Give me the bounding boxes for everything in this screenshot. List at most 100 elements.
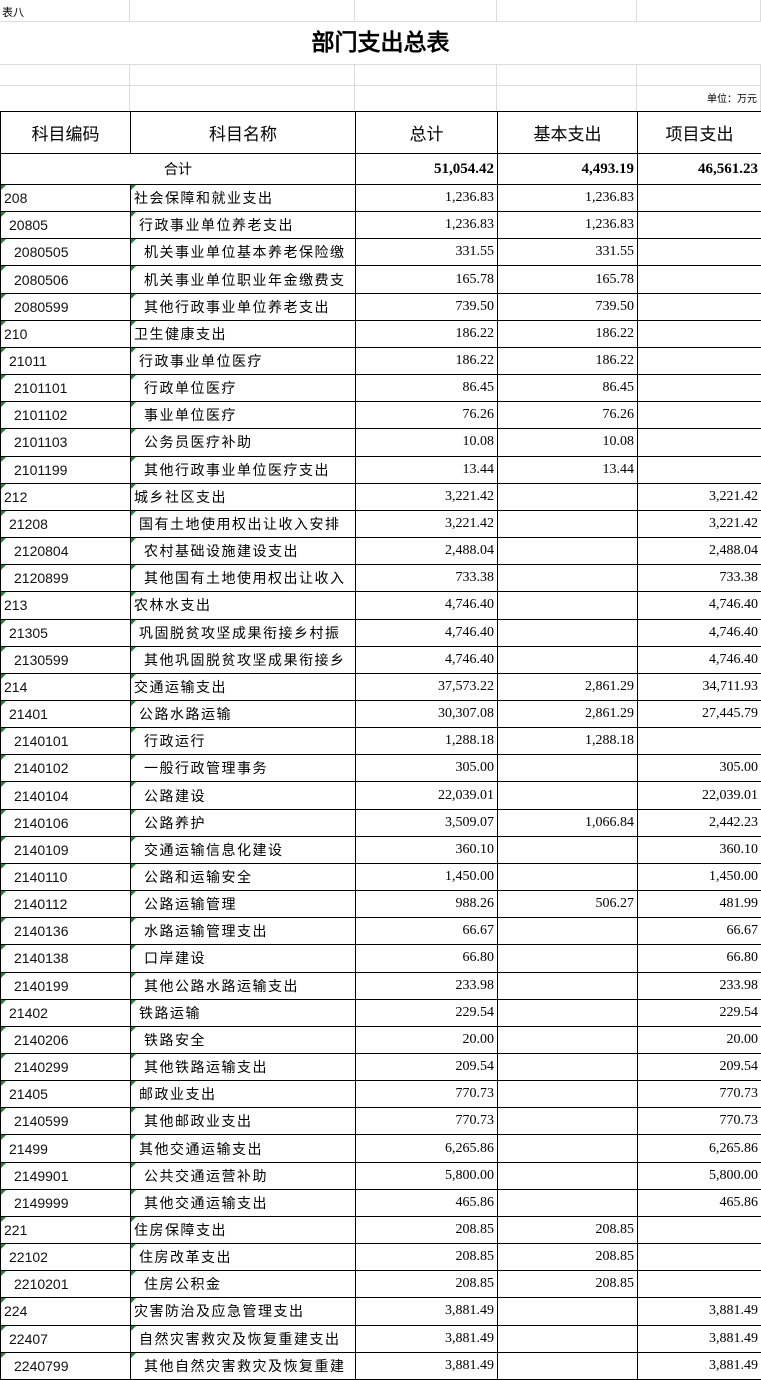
cell-basic[interactable]: 1,066.84 xyxy=(498,809,638,836)
cell-code[interactable]: 210 xyxy=(1,320,131,347)
cell-project[interactable]: 27,445.79 xyxy=(638,700,761,727)
cell-project[interactable] xyxy=(638,1271,761,1298)
cell-project[interactable]: 2,442.23 xyxy=(638,809,761,836)
cell-basic[interactable] xyxy=(498,1108,638,1135)
cell-name[interactable]: 邮政业支出 xyxy=(131,1081,356,1108)
cell-name[interactable]: 行政事业单位养老支出 xyxy=(131,212,356,239)
total-amount[interactable]: 51,054.42 xyxy=(356,154,498,185)
cell-project[interactable]: 733.38 xyxy=(638,565,761,592)
cell-code[interactable]: 2140106 xyxy=(1,809,131,836)
cell-basic[interactable]: 186.22 xyxy=(498,347,638,374)
cell-name[interactable]: 机关事业单位基本养老保险缴 xyxy=(131,239,356,266)
total-label[interactable]: 合计 xyxy=(1,154,356,185)
cell-basic[interactable]: 165.78 xyxy=(498,266,638,293)
cell-name[interactable]: 铁路安全 xyxy=(131,1026,356,1053)
cell-total[interactable]: 4,746.40 xyxy=(356,592,498,619)
cell-total[interactable]: 3,221.42 xyxy=(356,483,498,510)
cell-basic[interactable] xyxy=(498,945,638,972)
cell-basic[interactable] xyxy=(498,483,638,510)
cell-total[interactable]: 4,746.40 xyxy=(356,646,498,673)
cell-total[interactable]: 3,881.49 xyxy=(356,1352,498,1379)
cell-code[interactable]: 221 xyxy=(1,1216,131,1243)
cell-basic[interactable] xyxy=(498,592,638,619)
cell-code[interactable]: 2140136 xyxy=(1,918,131,945)
cell-project[interactable] xyxy=(638,429,761,456)
cell-project[interactable]: 4,746.40 xyxy=(638,592,761,619)
cell-code[interactable]: 2140110 xyxy=(1,863,131,890)
cell-basic[interactable] xyxy=(498,972,638,999)
cell-name[interactable]: 公路建设 xyxy=(131,782,356,809)
cell-project[interactable]: 5,800.00 xyxy=(638,1162,761,1189)
cell-code[interactable]: 21208 xyxy=(1,510,131,537)
cell-basic[interactable] xyxy=(498,918,638,945)
cell-total[interactable]: 209.54 xyxy=(356,1054,498,1081)
cell-basic[interactable]: 2,861.29 xyxy=(498,673,638,700)
cell-project[interactable] xyxy=(638,320,761,347)
cell-total[interactable]: 30,307.08 xyxy=(356,700,498,727)
cell-code[interactable]: 22407 xyxy=(1,1325,131,1352)
cell-basic[interactable] xyxy=(498,1298,638,1325)
cell-name[interactable]: 公务员医疗补助 xyxy=(131,429,356,456)
cell-project[interactable]: 360.10 xyxy=(638,836,761,863)
cell-name[interactable]: 其他自然灾害救灾及恢复重建 xyxy=(131,1352,356,1379)
cell-code[interactable]: 2140199 xyxy=(1,972,131,999)
cell-basic[interactable]: 2,861.29 xyxy=(498,700,638,727)
cell-project[interactable]: 6,265.86 xyxy=(638,1135,761,1162)
cell-name[interactable]: 行政事业单位医疗 xyxy=(131,347,356,374)
cell-name[interactable]: 其他行政事业单位医疗支出 xyxy=(131,456,356,483)
cell-project[interactable] xyxy=(638,347,761,374)
cell-project[interactable]: 3,221.42 xyxy=(638,510,761,537)
cell-project[interactable] xyxy=(638,456,761,483)
cell-code[interactable]: 208 xyxy=(1,185,131,212)
cell-name[interactable]: 其他交通运输支出 xyxy=(131,1135,356,1162)
cell-project[interactable] xyxy=(638,239,761,266)
cell-code[interactable]: 212 xyxy=(1,483,131,510)
cell-basic[interactable] xyxy=(498,1162,638,1189)
cell-total[interactable]: 37,573.22 xyxy=(356,673,498,700)
cell-basic[interactable] xyxy=(498,565,638,592)
cell-name[interactable]: 国有土地使用权出让收入安排 xyxy=(131,510,356,537)
cell-name[interactable]: 住房改革支出 xyxy=(131,1244,356,1271)
cell-basic[interactable] xyxy=(498,1054,638,1081)
cell-basic[interactable]: 1,236.83 xyxy=(498,212,638,239)
cell-project[interactable]: 481.99 xyxy=(638,891,761,918)
cell-code[interactable]: 21405 xyxy=(1,1081,131,1108)
cell-project[interactable]: 3,881.49 xyxy=(638,1352,761,1379)
total-basic[interactable]: 4,493.19 xyxy=(498,154,638,185)
cell-name[interactable]: 其他国有土地使用权出让收入 xyxy=(131,565,356,592)
cell-name[interactable]: 口岸建设 xyxy=(131,945,356,972)
cell-total[interactable]: 165.78 xyxy=(356,266,498,293)
cell-project[interactable]: 3,881.49 xyxy=(638,1298,761,1325)
cell-basic[interactable] xyxy=(498,755,638,782)
cell-total[interactable]: 208.85 xyxy=(356,1216,498,1243)
cell-name[interactable]: 公路养护 xyxy=(131,809,356,836)
cell-project[interactable] xyxy=(638,375,761,402)
cell-name[interactable]: 行政单位医疗 xyxy=(131,375,356,402)
cell-code[interactable]: 2101103 xyxy=(1,429,131,456)
cell-name[interactable]: 农林水支出 xyxy=(131,592,356,619)
cell-code[interactable]: 2140138 xyxy=(1,945,131,972)
cell-basic[interactable] xyxy=(498,538,638,565)
cell-basic[interactable]: 506.27 xyxy=(498,891,638,918)
cell-total[interactable]: 233.98 xyxy=(356,972,498,999)
cell-project[interactable]: 465.86 xyxy=(638,1189,761,1216)
cell-total[interactable]: 1,236.83 xyxy=(356,185,498,212)
cell-code[interactable]: 2140299 xyxy=(1,1054,131,1081)
cell-total[interactable]: 360.10 xyxy=(356,836,498,863)
cell-project[interactable] xyxy=(638,212,761,239)
cell-total[interactable]: 22,039.01 xyxy=(356,782,498,809)
cell-basic[interactable] xyxy=(498,1352,638,1379)
cell-project[interactable] xyxy=(638,1216,761,1243)
cell-basic[interactable] xyxy=(498,999,638,1026)
cell-project[interactable]: 233.98 xyxy=(638,972,761,999)
cell-total[interactable]: 3,509.07 xyxy=(356,809,498,836)
cell-code[interactable]: 2101102 xyxy=(1,402,131,429)
cell-name[interactable]: 其他公路水路运输支出 xyxy=(131,972,356,999)
cell-code[interactable]: 2101199 xyxy=(1,456,131,483)
cell-code[interactable]: 21305 xyxy=(1,619,131,646)
cell-project[interactable] xyxy=(638,185,761,212)
cell-name[interactable]: 灾害防治及应急管理支出 xyxy=(131,1298,356,1325)
cell-basic[interactable] xyxy=(498,1135,638,1162)
cell-project[interactable]: 20.00 xyxy=(638,1026,761,1053)
cell-name[interactable]: 机关事业单位职业年金缴费支 xyxy=(131,266,356,293)
